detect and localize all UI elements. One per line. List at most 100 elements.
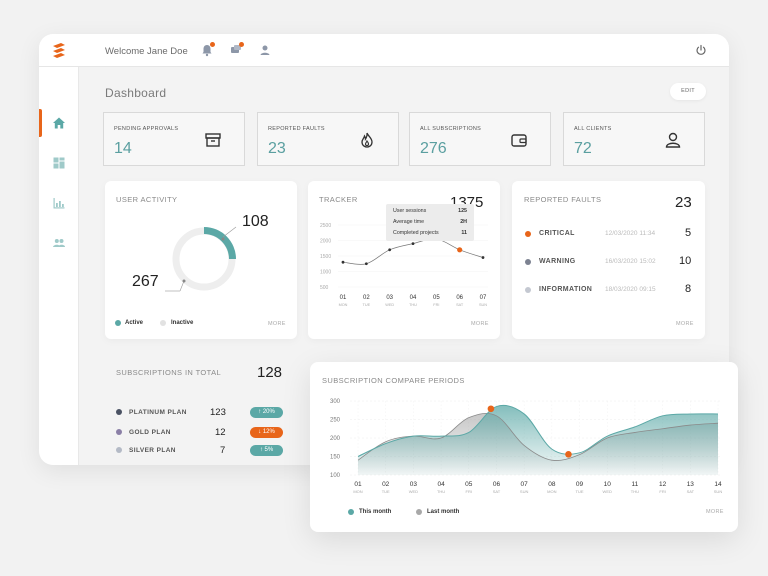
leader-dot xyxy=(182,279,186,283)
faults-total: 23 xyxy=(675,194,692,211)
x-tick-label: 08 xyxy=(548,481,556,488)
sidebar xyxy=(39,67,79,465)
page-title: Dashboard xyxy=(105,86,167,100)
more-link[interactable]: MORE xyxy=(268,321,286,327)
fault-date: 18/03/2020 09:15 xyxy=(605,286,656,293)
fault-date: 16/03/2020 15:02 xyxy=(605,258,656,265)
x-tick-label: 06 xyxy=(493,481,501,488)
x-tick-label: 12 xyxy=(659,481,667,488)
tracker-card: TRACKER 1375 2500 2000 1500 1000 500 01 MON 02 T… xyxy=(308,181,500,339)
leader-line xyxy=(179,280,185,292)
x-day-label: SUN xyxy=(520,489,529,494)
wallet-icon xyxy=(511,134,527,147)
data-point xyxy=(364,262,368,266)
top-bar: Welcome Jane Doe xyxy=(39,34,729,67)
x-day-label: SAT xyxy=(456,303,464,307)
plan-label: GOLD PLAN xyxy=(129,429,171,436)
plan-label: SILVER PLAN xyxy=(129,447,176,454)
flame-icon xyxy=(361,132,373,148)
bar-chart-icon xyxy=(53,198,65,209)
legend-active-label: Active xyxy=(125,320,144,326)
legend-active-dot xyxy=(115,320,121,326)
y-tick-label: 200 xyxy=(330,436,341,442)
legend-inactive-dot xyxy=(160,320,166,326)
active-value: 108 xyxy=(242,213,269,230)
plan-count: 7 xyxy=(220,445,226,456)
welcome-text: Welcome Jane Doe xyxy=(105,46,188,57)
critical-dot xyxy=(525,231,531,237)
y-tick-label: 1500 xyxy=(320,254,331,260)
card-title: SUBSCRIPTION COMPARE PERIODS xyxy=(322,376,465,385)
fault-count: 8 xyxy=(685,283,692,295)
x-day-label: TUE xyxy=(363,303,371,307)
x-tick-label: 06 xyxy=(456,295,463,301)
x-tick-label: 02 xyxy=(363,295,370,301)
stat-label: REPORTED FAULTS xyxy=(268,126,325,132)
bell-icon[interactable] xyxy=(200,43,214,57)
x-day-label: FRI xyxy=(466,489,472,494)
y-tick-label: 500 xyxy=(320,285,329,291)
y-tick-label: 250 xyxy=(330,418,341,424)
x-day-label: SUN xyxy=(479,303,487,307)
x-day-label: THU xyxy=(631,489,639,494)
compare-periods-card: SUBSCRIPTION COMPARE PERIODS 300 250 200 15… xyxy=(310,362,738,532)
plan-label: PLATINUM PLAN xyxy=(129,409,187,416)
x-tick-label: 01 xyxy=(340,295,347,301)
stat-all-subscriptions[interactable]: ALL SUBSCRIPTIONS 276 xyxy=(409,112,551,166)
section-title: SUBSCRIPTIONS IN TOTAL xyxy=(116,368,222,377)
y-tick-label: 2000 xyxy=(320,239,331,245)
gold-dot xyxy=(116,429,122,435)
subscriptions-total: 128 xyxy=(257,364,283,381)
x-day-label: WED xyxy=(385,303,394,307)
warning-dot xyxy=(525,259,531,265)
tooltip-label: Completed projects xyxy=(393,230,439,236)
plan-change-badge: ↑ 20% xyxy=(250,407,283,418)
this-month-line xyxy=(357,404,719,457)
sidebar-item-users[interactable] xyxy=(39,229,79,257)
home-icon xyxy=(53,117,65,129)
y-tick-label: 1000 xyxy=(320,270,331,276)
sidebar-item-layout[interactable] xyxy=(39,149,79,177)
archive-box-icon xyxy=(205,133,221,147)
power-icon[interactable] xyxy=(695,44,707,56)
stat-all-clients[interactable]: ALL CLIENTS 72 xyxy=(563,112,705,166)
x-tick-label: 01 xyxy=(354,481,362,488)
card-title: REPORTED FAULTS xyxy=(524,195,602,204)
fault-date: 12/03/2020 11:34 xyxy=(605,230,656,237)
x-day-label: MON xyxy=(353,489,362,494)
more-link[interactable]: MORE xyxy=(471,321,489,327)
more-link[interactable]: MORE xyxy=(706,509,724,515)
tooltip-value: 11 xyxy=(461,230,467,236)
x-day-label: MON xyxy=(339,303,348,307)
x-tick-label: 03 xyxy=(410,481,418,488)
donut-chart xyxy=(165,226,237,292)
chat-badge xyxy=(239,42,244,47)
stat-reported-faults[interactable]: REPORTED FAULTS 23 xyxy=(257,112,399,166)
profile-icon[interactable] xyxy=(258,43,272,57)
donut-active-segment xyxy=(204,227,236,259)
app-window: Welcome Jane Doe xyxy=(39,34,729,465)
stat-pending-approvals[interactable]: PENDING APPROVALS 14 xyxy=(103,112,245,166)
sidebar-item-home[interactable] xyxy=(39,109,79,137)
card-title: TRACKER xyxy=(319,195,358,204)
edit-button[interactable]: EDIT xyxy=(670,83,706,100)
active-indicator xyxy=(39,109,42,137)
x-tick-label: 05 xyxy=(433,295,440,301)
x-day-label: FRI xyxy=(659,489,665,494)
x-tick-label: 03 xyxy=(386,295,393,301)
legend-last-month-dot xyxy=(416,509,422,515)
y-tick-label: 300 xyxy=(330,399,341,405)
leader-dot xyxy=(221,237,225,241)
more-link[interactable]: MORE xyxy=(676,321,694,327)
data-point xyxy=(341,260,345,264)
marker-point xyxy=(487,405,495,413)
stat-label: PENDING APPROVALS xyxy=(114,126,179,132)
data-point xyxy=(481,256,485,259)
plan-change-badge: ↑ 5% xyxy=(250,445,283,456)
plan-count: 123 xyxy=(210,407,226,418)
x-day-label: MON xyxy=(547,489,556,494)
y-tick-label: 2500 xyxy=(320,223,331,229)
layout-icon xyxy=(53,157,65,169)
x-tick-label: 05 xyxy=(465,481,473,488)
sidebar-item-analytics[interactable] xyxy=(39,189,79,217)
